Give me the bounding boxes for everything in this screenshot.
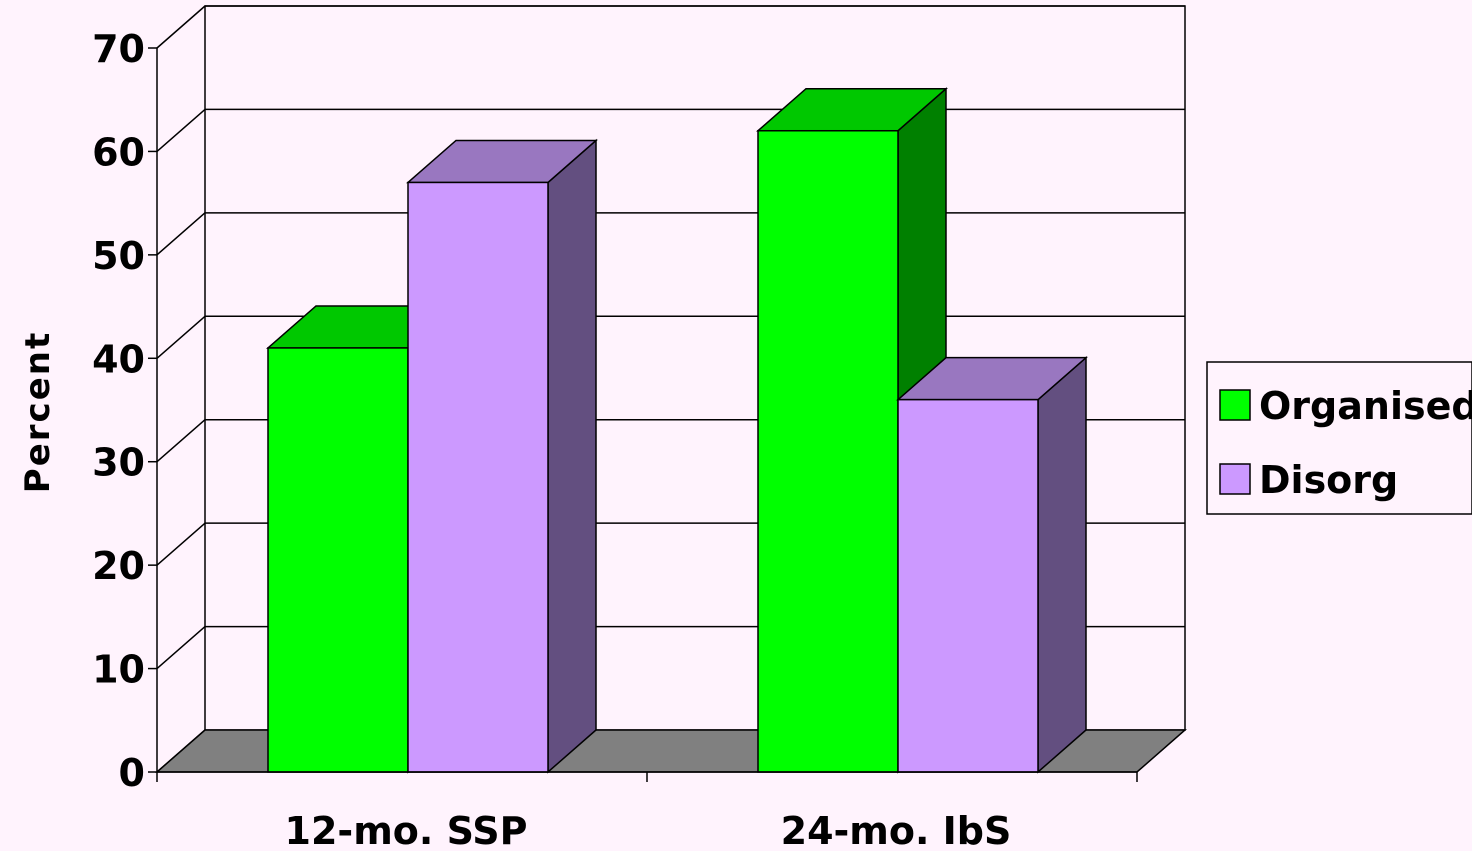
gridline-side (156, 315, 206, 359)
bar-front (897, 398, 1039, 773)
bar-side (1037, 356, 1087, 774)
y-tick-label: 20 (92, 544, 145, 588)
bar-front (267, 347, 409, 773)
bar (406, 138, 598, 774)
gridline-side (156, 522, 206, 566)
y-axis-title: Percent (18, 331, 58, 493)
x-axis: 12-mo. SSP 24-mo. IbS (156, 771, 1138, 851)
y-tick-label: 50 (92, 234, 145, 278)
y-axis: 0 10 20 30 40 50 60 70 (92, 27, 158, 795)
bar (896, 356, 1088, 774)
gridline-side (156, 626, 206, 670)
gridline-side (156, 212, 206, 256)
gridline-side (156, 5, 206, 49)
y-tick-label: 70 (92, 27, 145, 71)
bar-side (547, 138, 597, 774)
y-tick-label: 0 (119, 751, 145, 795)
legend: Organised Disorg (1206, 361, 1472, 515)
bar-front (757, 129, 899, 773)
y-tick-label: 40 (92, 337, 145, 381)
legend-swatch (1219, 389, 1251, 421)
bar-group (266, 87, 1088, 774)
legend-swatch (1219, 463, 1251, 495)
bar-front (407, 181, 549, 773)
gridline-side (156, 108, 206, 152)
y-tick-label: 10 (92, 648, 145, 692)
x-tick-label: 24-mo. IbS (781, 809, 1012, 851)
x-tick-label: 12-mo. SSP (285, 809, 528, 851)
gridline-side (156, 419, 206, 463)
y-tick-label: 60 (92, 130, 145, 174)
legend-label: Organised (1259, 384, 1472, 428)
y-tick-label: 30 (92, 441, 145, 485)
legend-label: Disorg (1259, 458, 1398, 502)
legend-box (1206, 361, 1472, 515)
